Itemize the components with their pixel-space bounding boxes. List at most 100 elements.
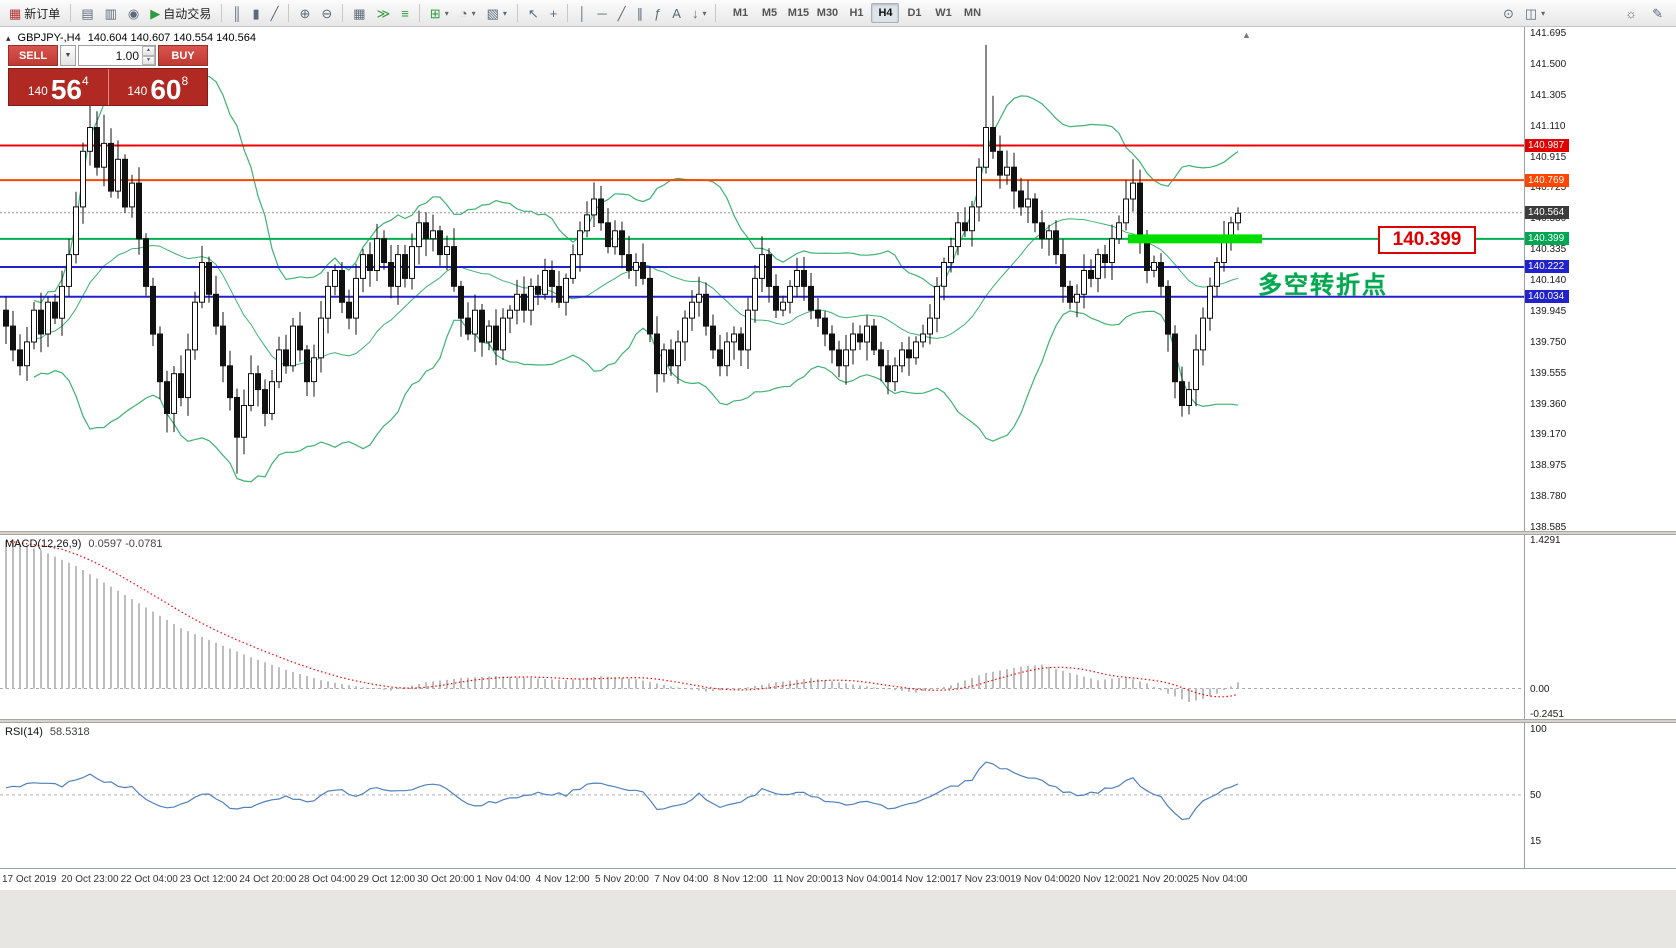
crosshair-button[interactable]: + — [545, 2, 563, 24]
chart-header: ▴ GBPJPY-,H4 140.604 140.607 140.554 140… — [6, 32, 256, 44]
auto-scroll-button[interactable]: ≫ — [372, 2, 396, 24]
volume-input[interactable] — [78, 45, 156, 66]
timeframe-w1-button[interactable]: W1 — [929, 3, 957, 23]
time-label: 20 Oct 23:00 — [61, 874, 119, 885]
trade-controls-row: SELL ▼ ▲ ▼ BUY — [8, 45, 208, 66]
chart-shift-icon: ≡ — [401, 5, 409, 21]
sell-button[interactable]: SELL — [8, 45, 58, 66]
dropdown-caret-icon[interactable]: ▾ — [702, 8, 707, 18]
time-label: 11 Nov 20:00 — [772, 874, 832, 885]
volume-decrease-button[interactable]: ▼ — [142, 55, 155, 65]
ideas-button[interactable]: ☼ — [1620, 2, 1642, 24]
rsi-tick-label: 50 — [1530, 789, 1542, 801]
navigator-icon: ◉ — [127, 5, 140, 21]
timeframe-m5-button[interactable]: M5 — [755, 3, 783, 23]
candlestick-chart-icon: ▮ — [252, 5, 260, 21]
main-chart-panel: ▴ GBPJPY-,H4 140.604 140.607 140.554 140… — [0, 27, 1676, 533]
dropdown-caret-icon[interactable]: ▾ — [471, 8, 476, 18]
bid-ask-display: 140 56 4 140 60 8 — [8, 68, 208, 106]
macd-chart[interactable] — [0, 535, 1524, 719]
time-label: 23 Oct 12:00 — [179, 874, 238, 885]
time-label: 5 Nov 20:00 — [595, 874, 649, 885]
new-order-button[interactable]: ▦ 新订单 — [4, 2, 65, 24]
bar-chart-button[interactable]: ║ — [227, 2, 246, 24]
note-button[interactable]: ✎ — [1647, 2, 1668, 24]
window-layout-button[interactable]: ◫ ▾ — [1520, 2, 1550, 24]
dropdown-caret-icon[interactable]: ▾ — [502, 8, 507, 18]
price-tick-label: 138.585 — [1530, 522, 1567, 533]
timeframe-m15-button[interactable]: M15 — [784, 3, 812, 23]
horizontal-line-button[interactable]: ─ — [593, 2, 612, 24]
fibonacci-button[interactable]: ƒ — [649, 2, 666, 24]
equidistant-channel-button[interactable]: ∥ — [632, 2, 649, 24]
zoom-out-icon: ⊖ — [321, 5, 333, 21]
candlestick-chart[interactable] — [0, 27, 1524, 531]
time-axis[interactable]: 17 Oct 2019 20 Oct 23:00 22 Oct 04:00 23 Oc… — [0, 868, 1676, 890]
templates-button[interactable]: ▧ ▾ — [482, 2, 512, 24]
auto-scroll-icon: ≫ — [376, 5, 391, 21]
panel-separator[interactable] — [0, 719, 1676, 723]
navigator-button[interactable]: ◉ — [123, 2, 144, 24]
vertical-line-button[interactable]: │ — [573, 2, 591, 24]
sell-price-display[interactable]: 140 56 4 — [9, 69, 109, 105]
order-type-dropdown[interactable]: ▼ — [60, 45, 76, 66]
cursor-button[interactable]: ↖ — [523, 2, 544, 24]
data-window-button[interactable]: ▥ — [100, 2, 122, 24]
market-watch-button[interactable]: ▤ — [76, 2, 98, 24]
one-click-trading-panel: SELL ▼ ▲ ▼ BUY 140 56 4 140 — [8, 45, 208, 106]
line-chart-button[interactable]: ╱ — [266, 2, 284, 24]
search-button[interactable]: ⊙ — [1498, 2, 1519, 24]
horizontal-line-icon: ─ — [597, 5, 607, 21]
panel-separator[interactable] — [0, 531, 1676, 535]
time-label: 7 Nov 04:00 — [654, 874, 709, 885]
rsi-name: RSI(14) — [5, 726, 43, 738]
rsi-chart[interactable] — [0, 723, 1524, 868]
dropdown-caret-icon[interactable]: ▾ — [444, 8, 449, 18]
timeframe-mn-button[interactable]: MN — [958, 3, 986, 23]
chart-shift-button[interactable]: ≡ — [396, 2, 414, 24]
price-tag: 140.222 — [1525, 260, 1569, 274]
toolbar-separator — [70, 4, 72, 22]
arrow-objects-button[interactable]: ↓ ▾ — [687, 2, 712, 24]
volume-increase-button[interactable]: ▲ — [142, 46, 155, 56]
time-label: 25 Nov 04:00 — [1188, 874, 1248, 885]
time-label: 22 Oct 04:00 — [120, 874, 178, 885]
new-order-button-label: 新订单 — [24, 6, 61, 21]
buy-button[interactable]: BUY — [158, 45, 208, 66]
timeframe-d1-button[interactable]: D1 — [900, 3, 928, 23]
turning-point-note[interactable]: 多空转折点 — [1258, 272, 1388, 299]
time-label: 13 Nov 04:00 — [832, 874, 892, 885]
toolbar-separator — [418, 4, 420, 22]
price-tick-label: 140.140 — [1530, 275, 1567, 286]
macd-signal-line — [5, 540, 1239, 698]
trendline-button[interactable]: ╱ — [613, 2, 631, 24]
ohlc-values: 140.604 140.607 140.554 140.564 — [87, 32, 256, 44]
scroll-to-end-marker[interactable]: ▲ — [1242, 30, 1251, 40]
data-window-icon: ▥ — [104, 5, 117, 21]
crosshair-icon: + — [549, 5, 558, 21]
text-button[interactable]: A — [667, 2, 686, 24]
toolbar-button-groups: ▦ 新订单 ▤ ▥ ◉ ▶ 自动交易 ║ ▮ ╱ ⊕ ⊖ ▦ ≫ ≡ ⊞ ▾ ◔ ▾ ▧ ▾ ↖ + │ ─ ╱ ∥ ƒ A ↓ ▾ — [4, 2, 711, 24]
zoom-out-button[interactable]: ⊖ — [316, 2, 337, 24]
zoom-in-button[interactable]: ⊕ — [294, 2, 315, 24]
candlestick-chart-button[interactable]: ▮ — [247, 2, 264, 24]
time-label: 17 Oct 2019 — [2, 874, 57, 885]
timeframe-buttons: M1 M5 M15 M30 H1 H4 D1 W1 MN — [726, 3, 986, 23]
timeframe-h1-button[interactable]: H1 — [842, 3, 870, 23]
toolbar-separator — [516, 4, 518, 22]
price-callout[interactable]: 140.399 — [1378, 226, 1476, 254]
timeframe-h4-button[interactable]: H4 — [871, 3, 900, 23]
timeframe-m1-button[interactable]: M1 — [726, 3, 754, 23]
periods-button[interactable]: ◔ ▾ — [455, 2, 481, 24]
price-tick-label: 139.360 — [1530, 398, 1567, 410]
buy-price-display[interactable]: 140 60 8 — [108, 69, 207, 105]
price-tick-label: 141.500 — [1530, 58, 1567, 70]
auto-trading-button[interactable]: ▶ 自动交易 — [145, 2, 216, 24]
timeframe-m30-button[interactable]: M30 — [813, 3, 841, 23]
dropdown-caret-icon[interactable]: ▾ — [1541, 8, 1546, 18]
tile-windows-button[interactable]: ▦ — [348, 2, 370, 24]
symbol-icon: ▴ — [6, 32, 11, 43]
price-tick-label: 140.915 — [1530, 151, 1567, 163]
indicators-button[interactable]: ⊞ ▾ — [425, 2, 454, 24]
